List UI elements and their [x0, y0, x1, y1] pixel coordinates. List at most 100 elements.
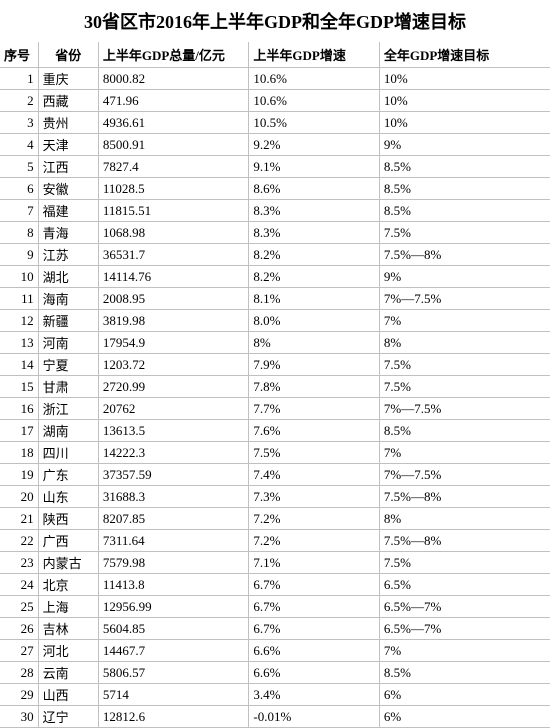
cell-province: 新疆: [38, 310, 98, 332]
cell-gdp-total: 1203.72: [98, 354, 249, 376]
cell-gdp-total: 37357.59: [98, 464, 249, 486]
header-province: 省份: [38, 42, 98, 68]
cell-seq: 29: [0, 684, 38, 706]
cell-seq: 16: [0, 398, 38, 420]
cell-growth: 6.6%: [249, 640, 379, 662]
cell-target: 7%—7.5%: [379, 464, 550, 486]
table-row: 4天津8500.919.2%9%: [0, 134, 550, 156]
table-row: 11海南2008.958.1%7%—7.5%: [0, 288, 550, 310]
cell-province: 河北: [38, 640, 98, 662]
cell-target: 7.5%: [379, 222, 550, 244]
cell-growth: 6.7%: [249, 596, 379, 618]
cell-target: 6%: [379, 706, 550, 728]
cell-seq: 22: [0, 530, 38, 552]
table-row: 16浙江207627.7%7%—7.5%: [0, 398, 550, 420]
cell-target: 9%: [379, 266, 550, 288]
cell-gdp-total: 1068.98: [98, 222, 249, 244]
cell-province: 河南: [38, 332, 98, 354]
cell-growth: 7.3%: [249, 486, 379, 508]
cell-gdp-total: 17954.9: [98, 332, 249, 354]
cell-growth: 7.8%: [249, 376, 379, 398]
cell-gdp-total: 471.96: [98, 90, 249, 112]
cell-seq: 28: [0, 662, 38, 684]
table-row: 28云南5806.576.6%8.5%: [0, 662, 550, 684]
cell-seq: 7: [0, 200, 38, 222]
header-target: 全年GDP增速目标: [379, 42, 550, 68]
cell-target: 8%: [379, 508, 550, 530]
cell-gdp-total: 20762: [98, 398, 249, 420]
cell-growth: 8.3%: [249, 222, 379, 244]
table-row: 22广西7311.647.2%7.5%—8%: [0, 530, 550, 552]
cell-province: 天津: [38, 134, 98, 156]
cell-gdp-total: 12812.6: [98, 706, 249, 728]
page-title: 30省区市2016年上半年GDP和全年GDP增速目标: [0, 0, 550, 42]
table-row: 30辽宁12812.6-0.01%6%: [0, 706, 550, 728]
cell-seq: 14: [0, 354, 38, 376]
cell-gdp-total: 11028.5: [98, 178, 249, 200]
cell-gdp-total: 14467.7: [98, 640, 249, 662]
cell-growth: 8.6%: [249, 178, 379, 200]
cell-province: 山东: [38, 486, 98, 508]
cell-province: 陕西: [38, 508, 98, 530]
cell-seq: 21: [0, 508, 38, 530]
cell-gdp-total: 14114.76: [98, 266, 249, 288]
table-row: 3贵州4936.6110.5%10%: [0, 112, 550, 134]
cell-gdp-total: 2008.95: [98, 288, 249, 310]
cell-seq: 24: [0, 574, 38, 596]
cell-province: 湖北: [38, 266, 98, 288]
cell-gdp-total: 7827.4: [98, 156, 249, 178]
cell-seq: 15: [0, 376, 38, 398]
cell-seq: 3: [0, 112, 38, 134]
cell-seq: 20: [0, 486, 38, 508]
table-body: 1重庆8000.8210.6%10%2西藏471.9610.6%10%3贵州49…: [0, 68, 550, 728]
cell-province: 上海: [38, 596, 98, 618]
cell-gdp-total: 3819.98: [98, 310, 249, 332]
cell-gdp-total: 11413.8: [98, 574, 249, 596]
cell-growth: 6.6%: [249, 662, 379, 684]
cell-gdp-total: 36531.7: [98, 244, 249, 266]
table-row: 24北京11413.86.7%6.5%: [0, 574, 550, 596]
table-row: 21陕西8207.857.2%8%: [0, 508, 550, 530]
cell-seq: 9: [0, 244, 38, 266]
cell-growth: 8%: [249, 332, 379, 354]
cell-province: 甘肃: [38, 376, 98, 398]
header-growth: 上半年GDP增速: [249, 42, 379, 68]
cell-province: 广东: [38, 464, 98, 486]
cell-target: 9%: [379, 134, 550, 156]
cell-province: 福建: [38, 200, 98, 222]
table-row: 13河南17954.98%8%: [0, 332, 550, 354]
cell-growth: 7.9%: [249, 354, 379, 376]
header-gdp-total: 上半年GDP总量/亿元: [98, 42, 249, 68]
cell-province: 西藏: [38, 90, 98, 112]
table-row: 18四川14222.37.5%7%: [0, 442, 550, 464]
cell-seq: 12: [0, 310, 38, 332]
cell-target: 7%—7.5%: [379, 288, 550, 310]
table-header-row: 序号 省份 上半年GDP总量/亿元 上半年GDP增速 全年GDP增速目标: [0, 42, 550, 68]
table-row: 7福建11815.518.3%8.5%: [0, 200, 550, 222]
cell-target: 7%: [379, 310, 550, 332]
cell-target: 7.5%—8%: [379, 486, 550, 508]
table-row: 20山东31688.37.3%7.5%—8%: [0, 486, 550, 508]
cell-growth: 7.6%: [249, 420, 379, 442]
cell-target: 8.5%: [379, 156, 550, 178]
cell-gdp-total: 11815.51: [98, 200, 249, 222]
cell-target: 8.5%: [379, 420, 550, 442]
table-row: 8青海1068.988.3%7.5%: [0, 222, 550, 244]
cell-province: 湖南: [38, 420, 98, 442]
table-row: 17湖南13613.57.6%8.5%: [0, 420, 550, 442]
cell-province: 吉林: [38, 618, 98, 640]
cell-target: 10%: [379, 68, 550, 90]
cell-gdp-total: 2720.99: [98, 376, 249, 398]
cell-growth: 8.3%: [249, 200, 379, 222]
cell-growth: 8.1%: [249, 288, 379, 310]
cell-seq: 1: [0, 68, 38, 90]
cell-province: 宁夏: [38, 354, 98, 376]
cell-target: 8%: [379, 332, 550, 354]
cell-growth: 7.4%: [249, 464, 379, 486]
cell-target: 10%: [379, 90, 550, 112]
cell-growth: 10.6%: [249, 68, 379, 90]
cell-seq: 18: [0, 442, 38, 464]
table-row: 10湖北14114.768.2%9%: [0, 266, 550, 288]
cell-seq: 11: [0, 288, 38, 310]
cell-target: 6.5%: [379, 574, 550, 596]
